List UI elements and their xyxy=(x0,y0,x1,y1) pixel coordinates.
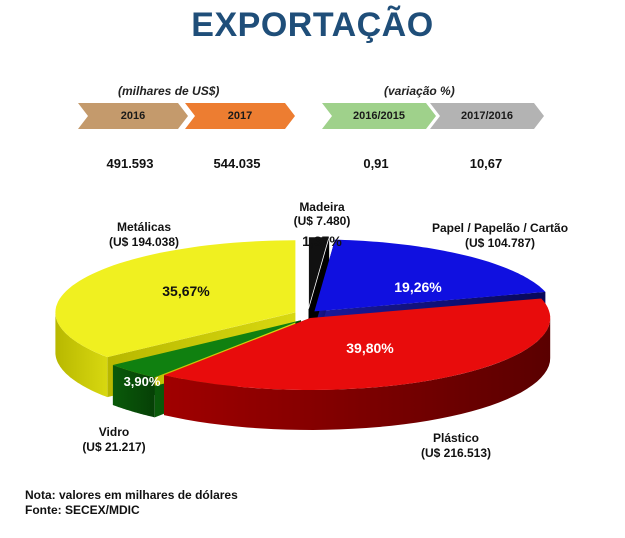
tag-2016-label: 2016 xyxy=(120,110,146,122)
tag-2017-label: 2017 xyxy=(227,110,253,122)
label-metalicas-amount: (U$ 194.038) xyxy=(109,235,179,249)
slice-plastico xyxy=(164,298,551,390)
slice-madeira xyxy=(308,236,330,309)
source-text: Fonte: SECEX/MDIC xyxy=(25,503,140,517)
note-text: Nota: valores em milhares de dólares xyxy=(25,488,238,502)
label-madeira-name: Madeira xyxy=(299,200,345,214)
tag-2017-shape xyxy=(185,103,295,129)
label-vidro-percent: 3,90% xyxy=(124,374,161,389)
value-2017-2016: 10,67 xyxy=(469,156,503,171)
label-plastico-name: Plástico xyxy=(433,431,479,445)
slice-labels: Madeira (U$ 7.480) 1,37% Papel / Papelão… xyxy=(82,200,568,460)
tag-2016-2015-shape xyxy=(322,103,436,129)
page-title: EXPORTAÇÃO xyxy=(191,6,434,44)
label-plastico-percent: 39,80% xyxy=(346,340,394,356)
tag-2016-shape xyxy=(78,103,188,129)
values-group-label: (milhares de US$) xyxy=(118,84,220,98)
slice-metalicas-side xyxy=(55,312,108,398)
tag-2017-2016-shape xyxy=(430,103,544,129)
tag-2017: 2017 xyxy=(185,103,295,129)
label-vidro-name: Vidro xyxy=(99,425,129,439)
tag-2017-2016: 2017/2016 xyxy=(430,103,544,129)
slice-plastico-side xyxy=(164,318,551,430)
value-2016-2015: 0,91 xyxy=(363,156,389,171)
label-plastico-amount: (U$ 216.513) xyxy=(421,446,491,460)
tag-2016-2015-label: 2016/2015 xyxy=(353,110,405,122)
label-papel-percent: 19,26% xyxy=(394,279,442,295)
value-2016: 491.593 xyxy=(106,156,154,171)
label-metalicas-name: Metálicas xyxy=(117,220,171,234)
slice-vidro-side xyxy=(112,365,155,418)
label-madeira-amount: (U$ 7.480) xyxy=(294,214,351,228)
tag-2016: 2016 xyxy=(78,103,188,129)
slice-papel xyxy=(314,239,546,312)
slice-metalicas xyxy=(55,240,296,358)
variation-group-label: (variação %) xyxy=(384,84,455,98)
tag-2017-2016-label: 2017/2016 xyxy=(461,110,513,122)
label-papel-amount: (U$ 104.787) xyxy=(465,236,535,250)
tag-2016-2015: 2016/2015 xyxy=(322,103,436,129)
slice-vidro xyxy=(112,320,302,378)
value-2017: 544.035 xyxy=(213,156,261,171)
label-metalicas-percent: 35,67% xyxy=(162,283,210,299)
label-vidro-amount: (U$ 21.217) xyxy=(82,440,145,454)
label-papel-name: Papel / Papelão / Cartão xyxy=(432,221,568,235)
label-madeira-percent: 1,37% xyxy=(302,233,342,249)
